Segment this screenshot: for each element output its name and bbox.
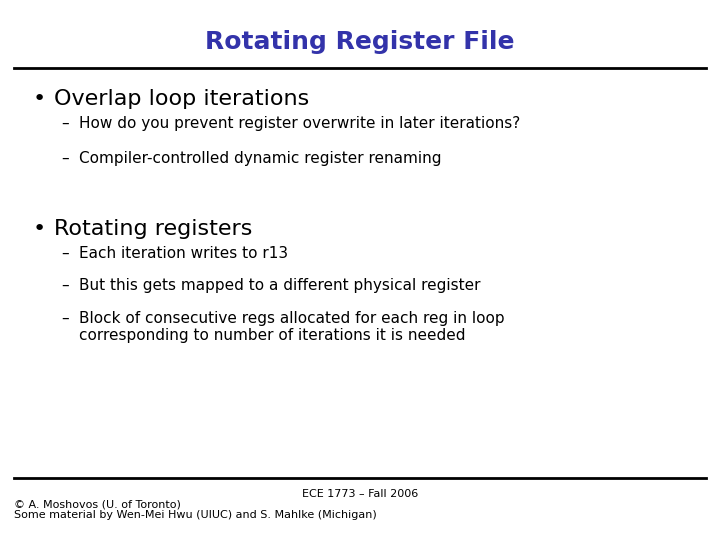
Text: –: – xyxy=(61,278,69,293)
Text: –: – xyxy=(61,116,69,131)
Text: –: – xyxy=(61,246,69,261)
Text: ECE 1773 – Fall 2006: ECE 1773 – Fall 2006 xyxy=(302,489,418,499)
Text: Each iteration writes to r13: Each iteration writes to r13 xyxy=(79,246,288,261)
Text: Rotating registers: Rotating registers xyxy=(54,219,253,239)
Text: •: • xyxy=(32,89,45,109)
Text: Block of consecutive regs allocated for each reg in loop
corresponding to number: Block of consecutive regs allocated for … xyxy=(79,310,505,343)
Text: How do you prevent register overwrite in later iterations?: How do you prevent register overwrite in… xyxy=(79,116,521,131)
Text: Compiler-controlled dynamic register renaming: Compiler-controlled dynamic register ren… xyxy=(79,151,441,166)
Text: –: – xyxy=(61,310,69,326)
Text: –: – xyxy=(61,151,69,166)
Text: •: • xyxy=(32,219,45,239)
Text: But this gets mapped to a different physical register: But this gets mapped to a different phys… xyxy=(79,278,481,293)
Text: Rotating Register File: Rotating Register File xyxy=(205,30,515,53)
Text: © A. Moshovos (U. of Toronto): © A. Moshovos (U. of Toronto) xyxy=(14,500,181,510)
Text: Some material by Wen-Mei Hwu (UIUC) and S. Mahlke (Michigan): Some material by Wen-Mei Hwu (UIUC) and … xyxy=(14,510,377,521)
Text: Overlap loop iterations: Overlap loop iterations xyxy=(54,89,310,109)
